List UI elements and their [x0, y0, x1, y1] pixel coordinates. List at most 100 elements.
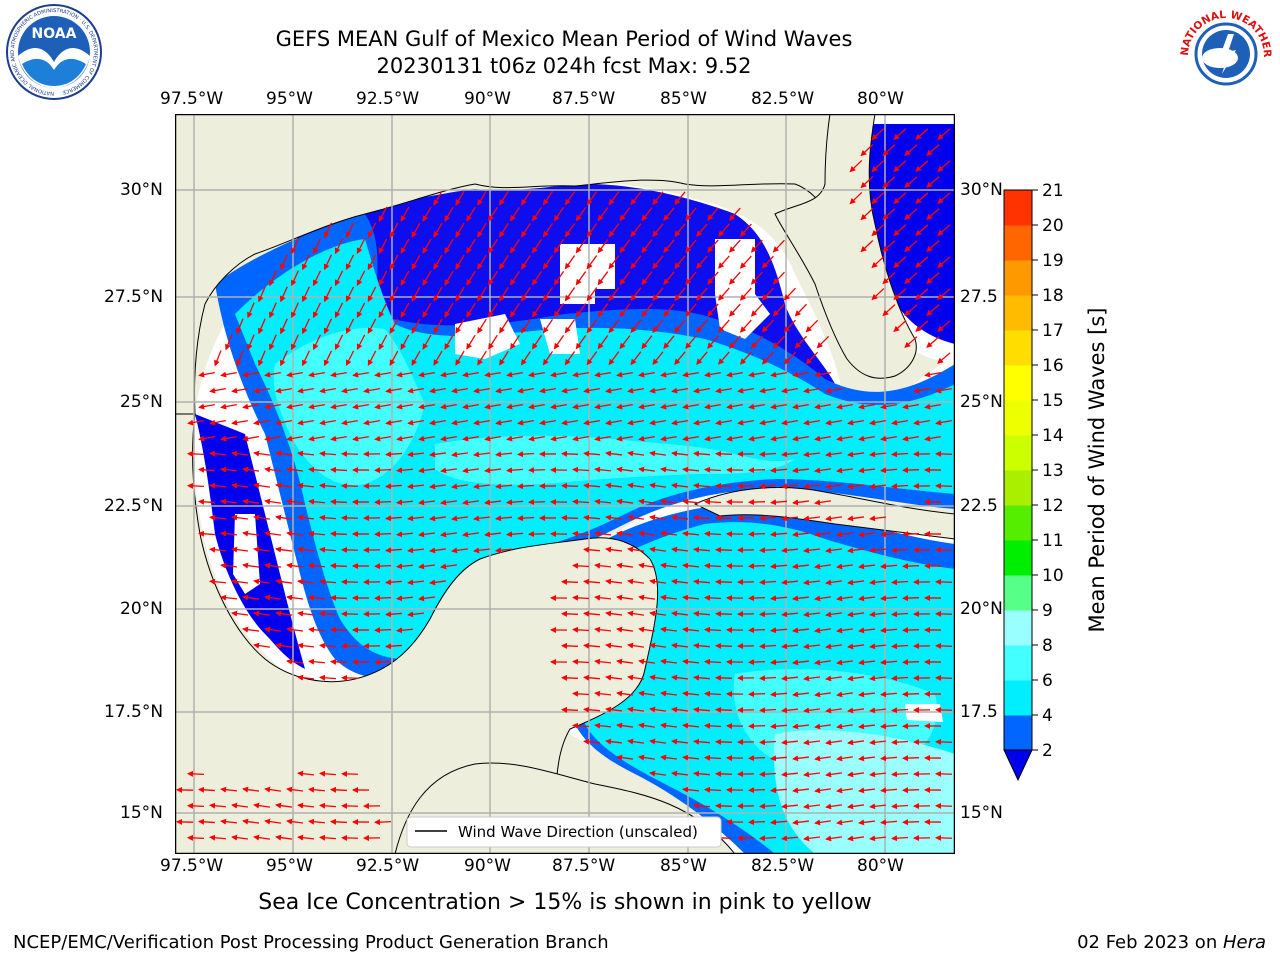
wind-wave-arrow: [915, 128, 929, 140]
wind-wave-arrow: [783, 287, 796, 301]
wind-wave-arrow: [915, 224, 929, 236]
wind-wave-arrow: [616, 626, 634, 633]
wind-wave-arrow: [275, 387, 292, 394]
lon-tick-bottom: 90°W: [464, 856, 511, 876]
wind-wave-arrow: [418, 435, 435, 442]
wind-wave-arrow: [693, 738, 711, 745]
wind-wave-arrow: [660, 371, 677, 378]
wind-wave-arrow: [891, 803, 909, 810]
wind-wave-arrow: [693, 514, 711, 521]
wind-wave-arrow: [572, 658, 590, 665]
wind-wave-arrow: [528, 435, 545, 442]
wind-wave-arrow: [264, 403, 281, 410]
wind-wave-arrow: [770, 787, 788, 794]
mexico: [175, 413, 659, 854]
wind-wave-arrow: [715, 642, 733, 649]
wind-wave-arrow: [550, 435, 567, 442]
wind-wave-arrow: [739, 351, 752, 365]
wind-wave-arrow: [750, 335, 763, 349]
wind-wave-arrow: [286, 658, 304, 665]
wind-wave-arrow: [297, 802, 315, 809]
wind-wave-arrow: [729, 271, 741, 285]
wind-wave-arrow: [553, 207, 565, 222]
wind-wave-arrow: [649, 514, 667, 521]
wind-wave-arrow: [935, 546, 953, 553]
wind-wave-arrow: [528, 531, 546, 538]
wind-wave-arrow: [674, 223, 686, 237]
wind-wave-arrow: [674, 255, 686, 269]
wind-wave-arrow: [781, 579, 799, 586]
wind-wave-arrow: [323, 286, 333, 303]
wind-wave-arrow: [597, 207, 609, 222]
wind-wave-arrow: [825, 611, 843, 618]
wind-wave-arrow: [528, 467, 546, 474]
wind-wave-arrow: [312, 334, 322, 351]
wind-wave-arrow: [627, 546, 645, 553]
wind-wave-arrow: [847, 739, 865, 746]
wind-wave-arrow: [781, 707, 799, 714]
wind-wave-arrow: [761, 287, 774, 301]
wind-wave-arrow: [860, 208, 874, 221]
wind-wave-arrow: [209, 834, 227, 841]
wind-wave-arrow: [880, 691, 898, 698]
wind-wave-arrow: [915, 160, 929, 172]
wind-wave-arrow: [660, 754, 678, 761]
wind-wave-arrow: [323, 254, 333, 271]
wind-wave-arrow: [264, 594, 282, 601]
wind-wave-arrow: [389, 222, 399, 238]
wind-wave-arrow: [704, 722, 722, 729]
wind-wave-arrow: [209, 450, 227, 457]
period-region-6to8: [273, 327, 425, 485]
wind-wave-arrow: [542, 351, 554, 366]
wind-wave-arrow: [891, 643, 909, 650]
colorbar-tick-label: 19: [1042, 251, 1064, 271]
lat-tick-right: 25°N: [960, 392, 1003, 412]
wind-wave-arrow: [729, 335, 741, 349]
wind-wave-arrow: [616, 658, 634, 665]
wind-wave-arrow: [605, 578, 623, 585]
wind-wave-arrow: [893, 320, 907, 333]
wind-wave-arrow: [761, 255, 774, 269]
wind-wave-arrow: [312, 238, 322, 255]
wind-wave-arrow: [792, 467, 810, 474]
wind-wave-arrow: [759, 387, 776, 394]
wind-wave-arrow: [660, 435, 677, 442]
wind-wave-arrow: [880, 787, 898, 794]
wind-wave-arrow: [531, 238, 543, 254]
wind-wave-arrow: [495, 419, 512, 426]
wind-wave-arrow: [586, 351, 598, 366]
wind-wave-arrow: [616, 690, 634, 697]
wind-wave-arrow: [847, 515, 865, 522]
wind-wave-arrow: [772, 303, 785, 317]
wind-wave-arrow: [671, 610, 689, 617]
wind-wave-arrow: [561, 674, 579, 681]
wind-wave-arrow: [488, 334, 498, 350]
lon-tick-top: 87.5°W: [552, 89, 616, 109]
wind-wave-arrow: [871, 256, 885, 269]
wind-wave-arrow: [433, 190, 443, 206]
wind-wave-arrow: [531, 270, 543, 286]
wind-wave-arrow: [792, 435, 809, 442]
wind-wave-arrow: [220, 466, 238, 473]
wind-wave-arrow: [396, 531, 414, 538]
wind-wave-arrow: [638, 530, 656, 537]
colorbar-tick-label: 14: [1042, 426, 1064, 446]
colorbar-tick-label: 18: [1042, 286, 1064, 306]
wind-wave-arrow: [937, 192, 951, 204]
wind-wave-arrow: [488, 270, 498, 286]
wind-wave-arrow: [583, 674, 601, 681]
wind-wave-arrow: [748, 787, 766, 794]
wind-wave-arrow: [253, 578, 271, 585]
wind-wave-arrow: [308, 498, 326, 505]
wind-wave-arrow: [198, 371, 215, 378]
wind-wave-arrow: [770, 531, 788, 538]
wind-wave-arrow: [825, 579, 843, 586]
wind-wave-arrow: [904, 208, 918, 220]
wind-wave-arrow: [242, 562, 260, 569]
wind-wave-arrow: [323, 350, 333, 367]
wind-wave-arrow: [451, 451, 469, 458]
wind-wave-arrow: [411, 286, 421, 302]
wind-wave-arrow: [630, 223, 642, 238]
wind-wave-arrow: [869, 771, 887, 778]
wind-wave-arrow: [308, 530, 326, 537]
